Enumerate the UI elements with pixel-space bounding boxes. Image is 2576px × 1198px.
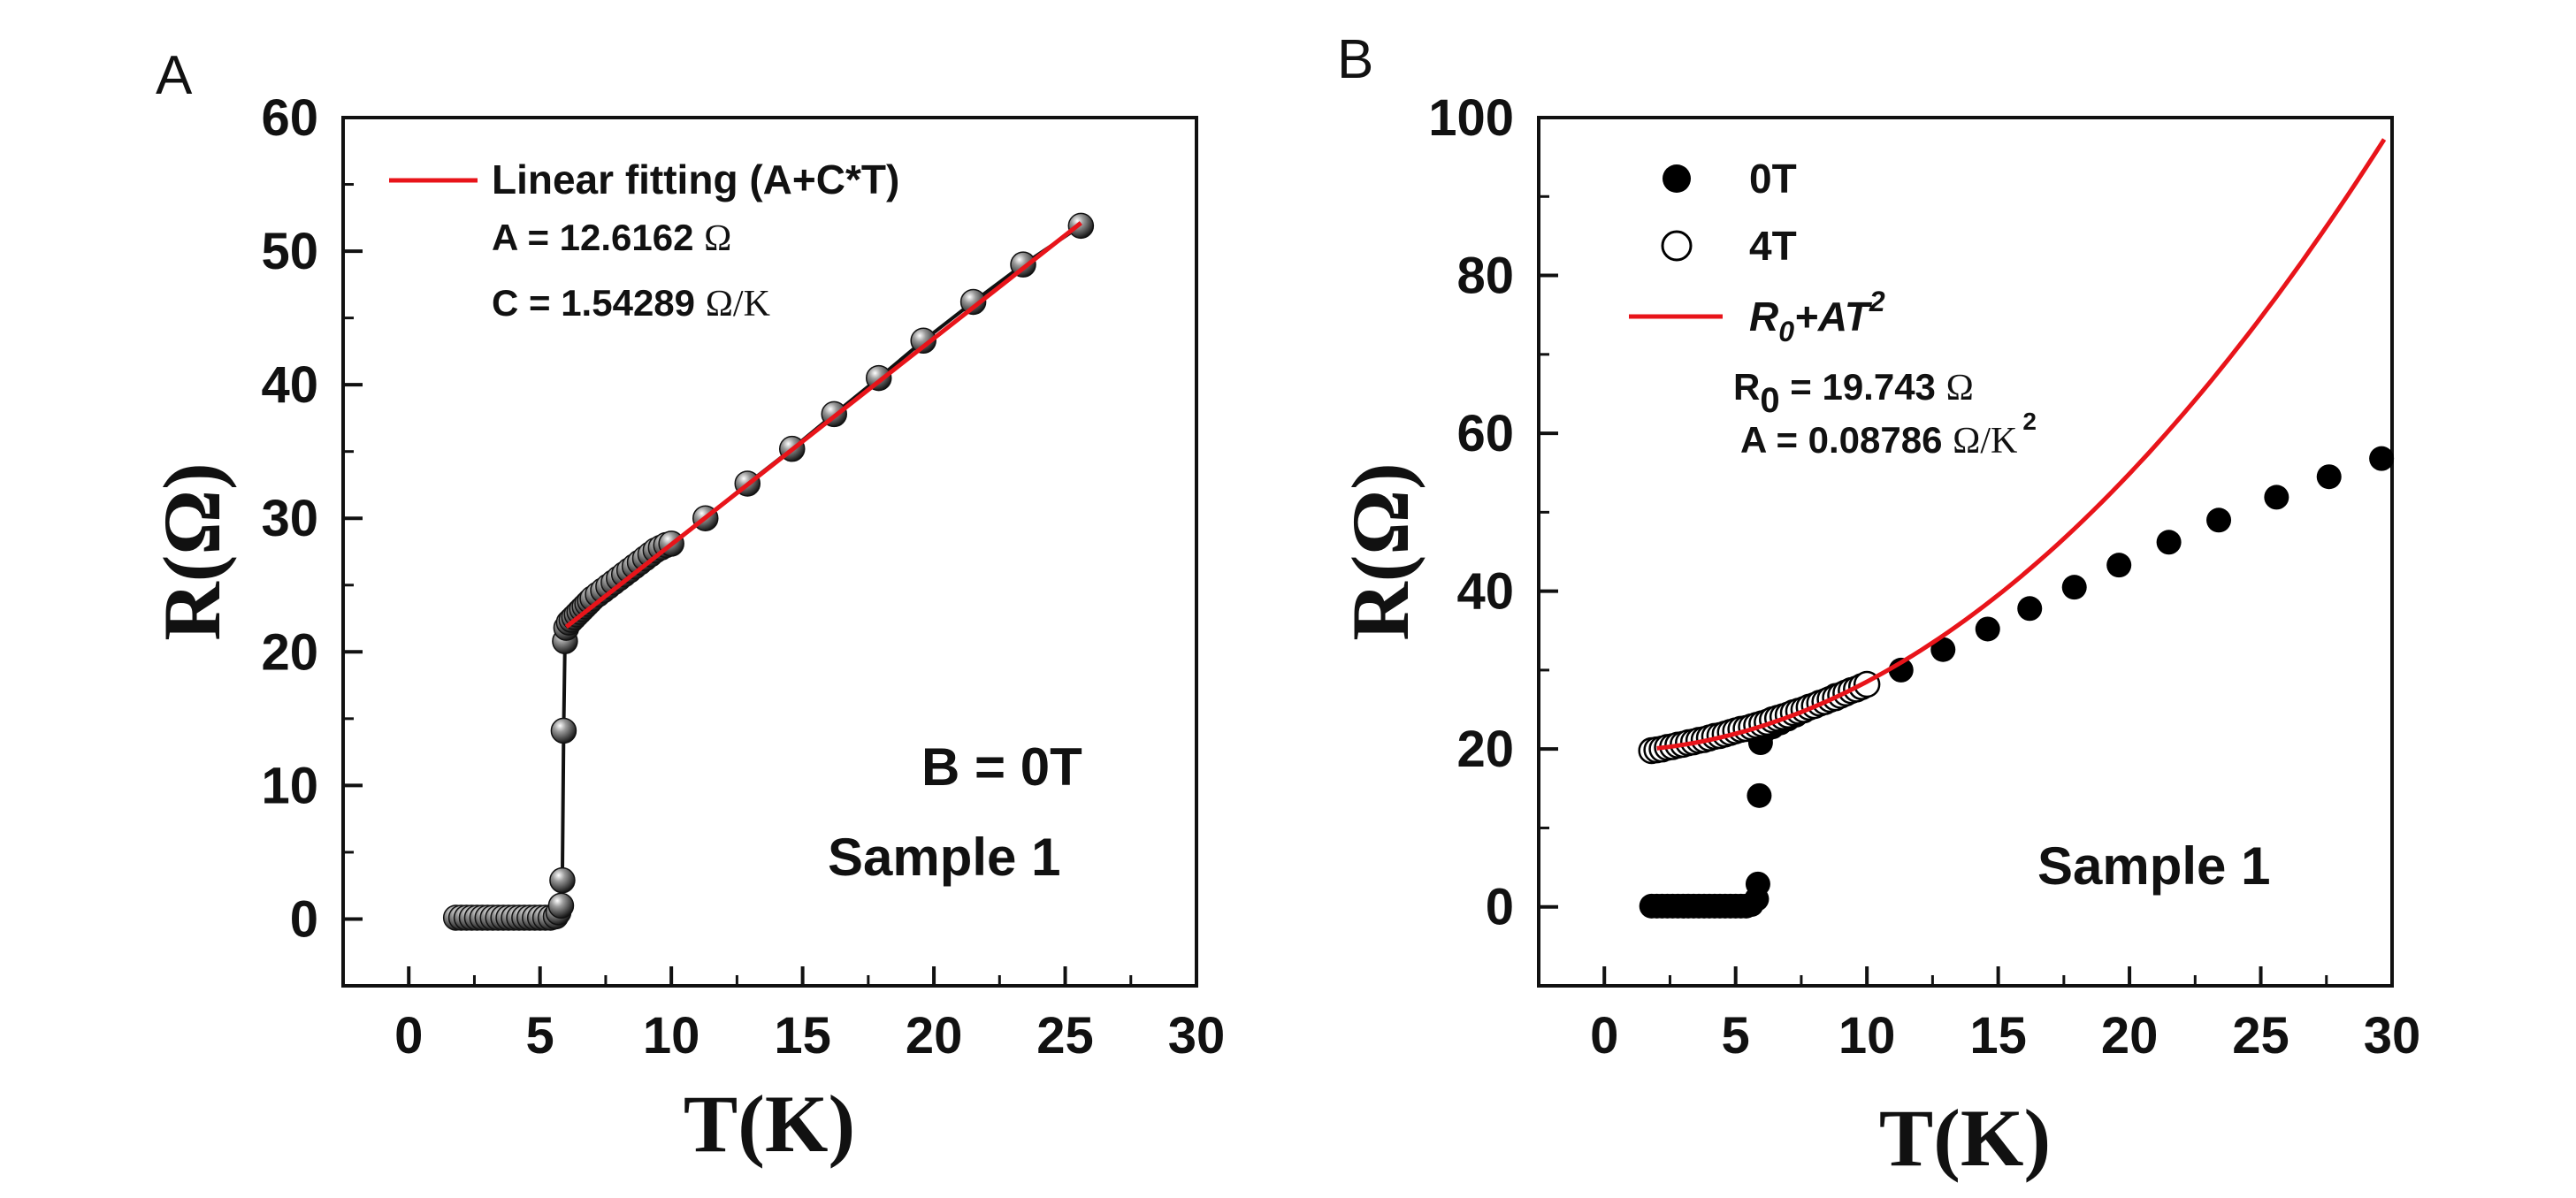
data-point-0t [2106,553,2132,578]
panel-b-x-axis-title: T(K) [1879,1093,2051,1183]
y-tick-label: 0 [1486,879,1514,936]
x-tick-label: 5 [1722,1007,1750,1064]
data-point-0t [2316,464,2342,490]
panel-a-data-points [442,212,1095,931]
y-tick-label: 20 [261,623,318,681]
data-point [550,717,577,744]
panel-a-ticks [343,116,1198,986]
x-tick-label: 20 [2101,1007,2159,1064]
data-point-0t [1745,871,1770,897]
x-tick-label: 10 [643,1007,700,1064]
panel-b-fit-param-r0: R0 = 19.743 Ω [1733,366,1974,420]
panel-b-y-axis-title: R(Ω) [1335,462,1426,640]
panel-a-fit-param-c: C = 1.54289 Ω/K [492,282,770,324]
data-point [1067,212,1095,240]
panel-a-data-line [455,224,1082,919]
y-tick-label: 60 [1456,405,1514,462]
panel-a-y-axis-title: R(Ω) [147,462,237,640]
panel-a: A 0 5 10 15 20 25 30 0 10 20 30 40 50 60 T(K) R(Ω) L… [147,45,1225,1169]
data-point [910,327,936,355]
panel-a-sample-label: Sample 1 [828,828,1060,887]
panel-b-legend-label-0t: 0T [1749,156,1797,202]
panel-a-fit-line [564,221,1082,629]
y-tick-label: 40 [1456,563,1514,621]
y-tick-label: 100 [1428,89,1514,147]
data-point-0t [2156,530,2182,555]
panel-b-legend-marker-0t [1663,164,1691,193]
data-point-0t [2264,485,2289,510]
x-tick-label: 15 [1969,1007,2027,1064]
panel-a-field-label: B = 0T [921,737,1082,797]
data-point [959,288,987,316]
panel-b-fit-param-a: A = 0.08786 Ω/K 2 [1740,408,2037,462]
x-tick-label: 10 [1838,1007,1896,1064]
panel-a-plot-frame [341,116,1198,988]
y-tick-label: 30 [261,490,318,547]
panel-b: B 0 5 10 15 20 25 30 0 20 40 60 80 100 T(K) R(Ω) 0T… [1335,29,2420,1183]
panel-a-legend-label: Linear fitting (A+C*T) [492,156,899,202]
x-tick-label: 25 [1036,1007,1094,1064]
y-tick-label: 10 [261,757,318,814]
data-point-0t [2061,575,2087,600]
x-tick-label: 30 [2364,1007,2421,1064]
y-tick-label: 60 [261,89,318,147]
panel-b-letter: B [1337,29,1373,90]
y-tick-label: 80 [1456,248,1514,305]
panel-a-y-tick-labels: 0 10 20 30 40 50 60 [261,89,318,948]
panel-b-legend-label-4t: 4T [1749,223,1797,269]
panel-b-legend-label-fit: R0+AT2 [1749,286,1885,347]
y-tick-label: 50 [261,223,318,280]
data-point-0t [2206,507,2232,533]
panel-b-sample-label: Sample 1 [2037,836,2270,896]
panel-b-legend: 0T 4T R0+AT2 [1629,156,1885,347]
data-point-0t [2369,446,2395,471]
panel-b-plot-frame [1537,116,2394,988]
panel-b-series-0t-points [1639,446,2395,919]
panel-b-legend-marker-4t [1661,230,1693,262]
data-point [549,866,576,894]
data-point-0t [1930,637,1956,662]
x-tick-label: 25 [2232,1007,2289,1064]
data-point-0t [1975,616,2000,642]
y-tick-label: 20 [1456,721,1514,778]
panel-b-fit-line [1656,138,2387,751]
panel-a-x-axis-title: T(K) [684,1079,855,1169]
panel-a-letter: A [156,45,193,106]
data-point-0t [1747,782,1772,808]
panel-a-fit-param-a: A = 12.6162 Ω [492,217,731,259]
x-tick-label: 0 [394,1007,423,1064]
panel-a-x-tick-labels: 0 5 10 15 20 25 30 [394,1007,1225,1064]
data-point-0t [2017,596,2043,622]
panel-b-ticks [1539,116,2394,986]
y-tick-label: 0 [290,890,318,948]
data-point [547,892,575,919]
y-tick-label: 40 [261,356,318,414]
x-tick-label: 15 [774,1007,831,1064]
panel-a-legend: Linear fitting (A+C*T) [389,156,899,202]
panel-b-y-tick-labels: 0 20 40 60 80 100 [1428,89,1514,936]
x-tick-label: 30 [1168,1007,1226,1064]
panel-b-x-tick-labels: 0 5 10 15 20 25 30 [1590,1007,2420,1064]
x-tick-label: 5 [526,1007,554,1064]
x-tick-label: 0 [1590,1007,1618,1064]
x-tick-label: 20 [906,1007,963,1064]
